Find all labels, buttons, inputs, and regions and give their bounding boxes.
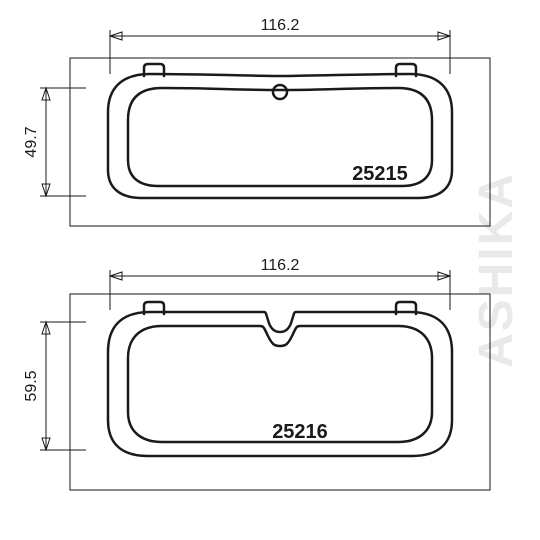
bottom-width-label: 116.2 xyxy=(261,257,300,274)
top-frame xyxy=(70,58,490,226)
top-part-number: 25215 xyxy=(352,163,408,185)
top-height-label: 49.7 xyxy=(23,126,40,157)
top-width-label: 116.2 xyxy=(261,17,300,34)
top-hole-0 xyxy=(273,85,287,99)
bottom-frame xyxy=(70,294,490,490)
bottom-height-label: 59.5 xyxy=(23,370,40,401)
watermark: ASHIKA xyxy=(470,172,523,368)
bottom-part-number: 25216 xyxy=(272,421,328,443)
